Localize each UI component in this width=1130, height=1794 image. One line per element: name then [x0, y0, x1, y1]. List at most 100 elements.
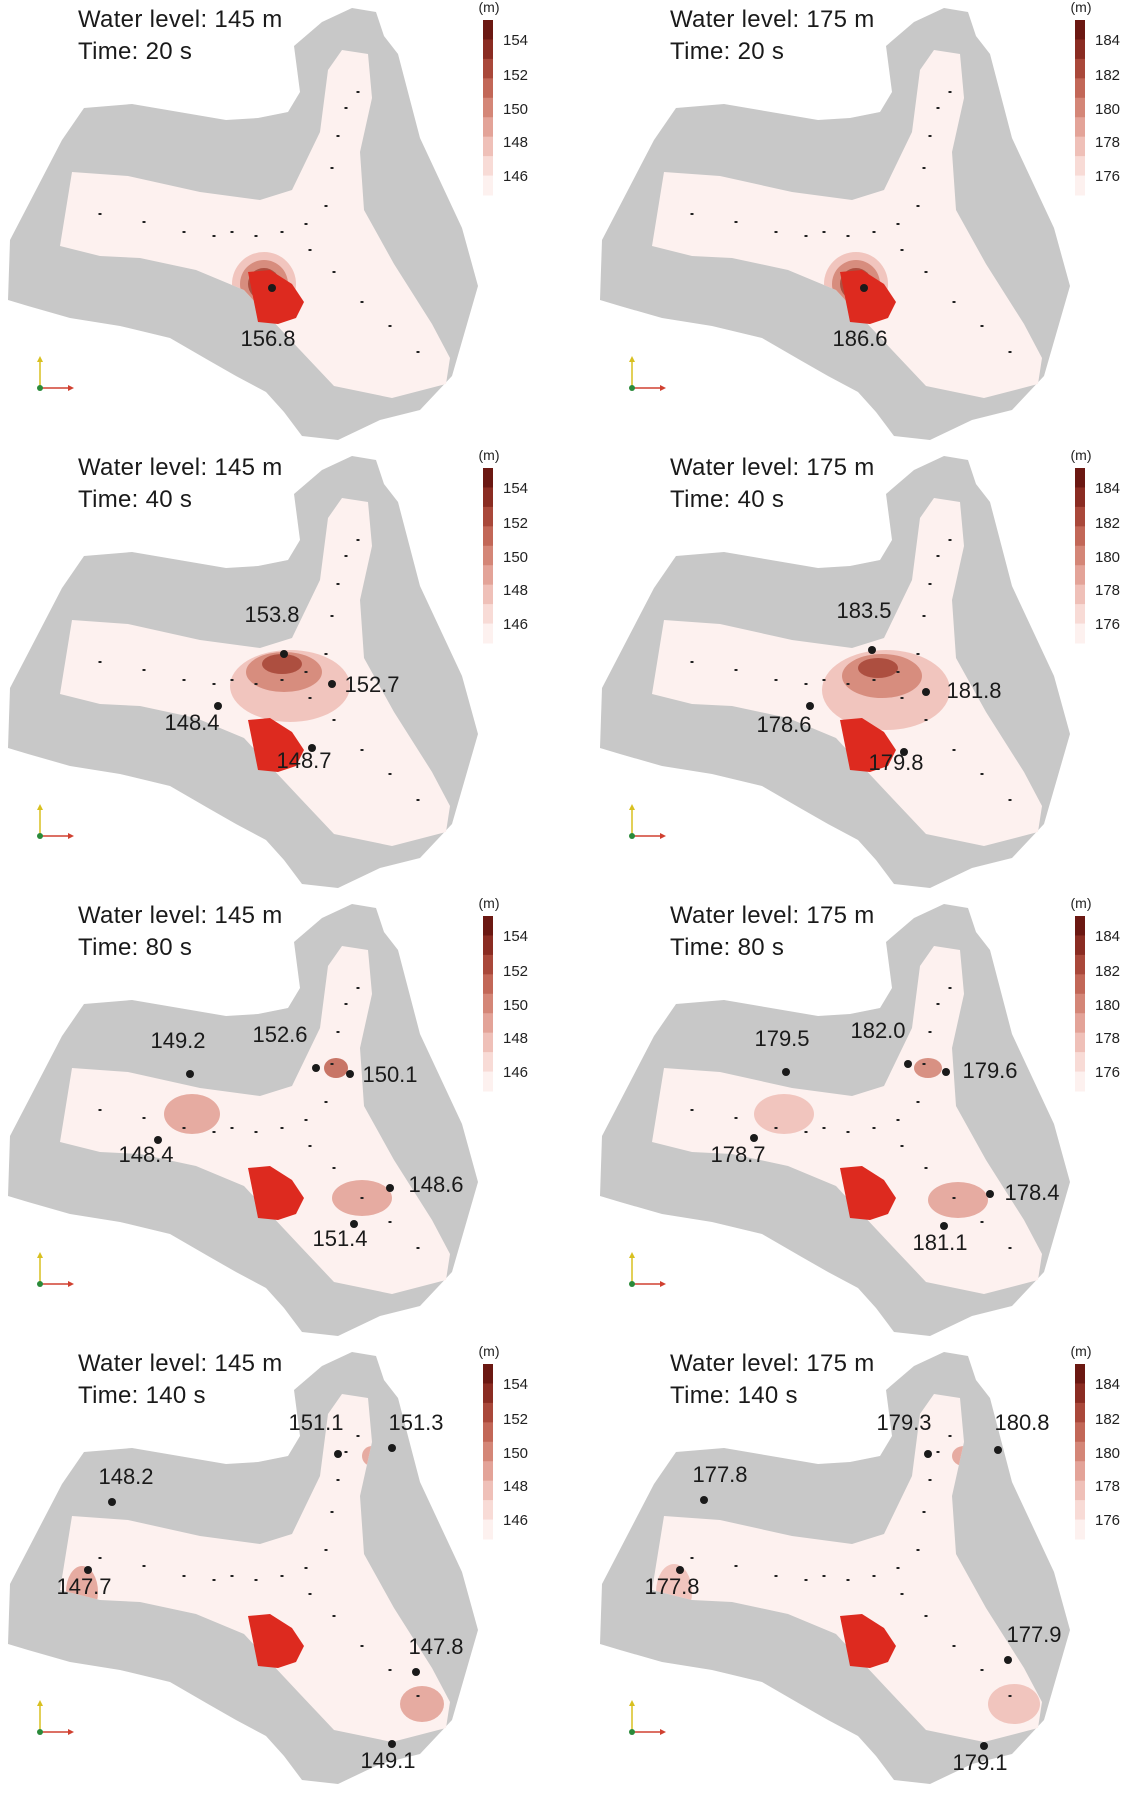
cross-section-mark [388, 773, 392, 775]
colorbar-unit: (m) [1071, 1344, 1092, 1359]
cross-section-mark [896, 1567, 900, 1569]
gauge-point-marker [676, 1566, 684, 1574]
cross-section-mark [142, 1565, 146, 1567]
cross-section-mark [388, 1669, 392, 1671]
water-height-contour [262, 654, 302, 674]
gauge-height-label: 181.8 [946, 678, 1001, 703]
colorbar-segment [483, 1071, 493, 1092]
gauge-height-label: 151.3 [388, 1410, 443, 1435]
colorbar-tick-label: 154 [503, 928, 528, 945]
cross-section-mark [936, 107, 940, 109]
gauge-point-marker [186, 1070, 194, 1078]
colorbar-segment [1075, 20, 1085, 40]
gauge-point-marker [782, 1068, 790, 1076]
colorbar-segment [483, 78, 493, 99]
colorbar-segment [483, 1364, 493, 1384]
cross-section-mark [330, 167, 334, 169]
colorbar-tick-label: 178 [1095, 1030, 1120, 1047]
cross-section-mark [948, 987, 952, 989]
cross-section-mark [254, 1131, 258, 1133]
water-level-label: Water level: 175 m [670, 6, 875, 33]
colorbar-segment [1075, 916, 1085, 936]
colorbar-segment [1075, 526, 1085, 547]
cross-section-mark [344, 555, 348, 557]
gauge-point-marker [994, 1446, 1002, 1454]
cross-section-mark [690, 1557, 694, 1559]
colorbar-tick-label: 178 [1095, 1478, 1120, 1495]
time-label: Time: 40 s [78, 486, 193, 513]
gauge-height-label: 179.6 [962, 1058, 1017, 1083]
cross-section-mark [690, 1109, 694, 1111]
colorbar-segment [1075, 1052, 1085, 1073]
gauge-point-marker [350, 1220, 358, 1228]
gauge-height-label: 148.4 [164, 710, 219, 735]
cross-section-mark [948, 91, 952, 93]
colorbar-tick-label: 176 [1095, 1064, 1120, 1081]
water-height-contour [324, 1058, 348, 1078]
map-panel: 156.8 (m) 154 152 150 148 146 Water level: 145 … [0, 0, 565, 448]
colorbar-segment [483, 97, 493, 118]
cross-section-mark [344, 1451, 348, 1453]
colorbar-segment [1075, 993, 1085, 1014]
water-height-contour [988, 1684, 1040, 1724]
gauge-point-marker [904, 1060, 912, 1068]
colorbar-tick-label: 148 [503, 582, 528, 599]
time-label: Time: 80 s [670, 934, 785, 961]
map-panel: 182.0 179.6 179.5 178.7 178.4 181.1 (m) 184 182 1… [592, 896, 1130, 1344]
cross-section-mark [416, 799, 420, 801]
water-level-label: Water level: 175 m [670, 454, 875, 481]
gauge-height-label: 178.4 [1004, 1180, 1059, 1205]
landslide-body [840, 1166, 896, 1220]
cross-section-mark [916, 1101, 920, 1103]
colorbar-segment [1075, 1032, 1085, 1053]
cross-section-mark [922, 1063, 926, 1065]
colorbar-tick-label: 154 [503, 480, 528, 497]
gauge-height-label: 149.2 [150, 1028, 205, 1053]
cross-section-mark [896, 1119, 900, 1121]
cross-section-mark [416, 351, 420, 353]
gauge-point-marker [700, 1496, 708, 1504]
cross-section-mark [332, 1167, 336, 1169]
time-label: Time: 140 s [78, 1382, 206, 1409]
cross-section-mark [360, 749, 364, 751]
colorbar-segment [483, 935, 493, 956]
colorbar-segment [483, 1500, 493, 1521]
cross-section-mark [900, 1145, 904, 1147]
gauge-height-label: 177.8 [644, 1574, 699, 1599]
inundation-map-svg: 153.8 152.7 148.4 148.7 (m) 154 152 150 148 146 [8, 448, 528, 888]
gauge-point-marker [860, 284, 868, 292]
gauge-point-marker [806, 702, 814, 710]
cross-section-mark [344, 107, 348, 109]
cross-section-mark [336, 135, 340, 137]
colorbar-segment [1075, 78, 1085, 99]
colorbar-tick-label: 146 [503, 1512, 528, 1529]
water-level-label: Water level: 145 m [78, 6, 283, 33]
gauge-height-label: 148.2 [98, 1464, 153, 1489]
cross-section-mark [804, 1579, 808, 1581]
cross-section-mark [230, 679, 234, 681]
colorbar-tick-label: 182 [1095, 963, 1120, 980]
landslide-body [840, 1614, 896, 1668]
cross-section-mark [916, 1549, 920, 1551]
cross-section-mark [690, 661, 694, 663]
gauge-point-marker [388, 1444, 396, 1452]
colorbar-segment [483, 506, 493, 527]
cross-section-mark [212, 683, 216, 685]
gauge-height-label: 182.0 [850, 1018, 905, 1043]
cross-section-mark [280, 1575, 284, 1577]
inundation-map-svg: 151.1 151.3 148.2 147.7 147.8 149.1 (m) 154 152 1… [8, 1344, 528, 1784]
reservoir-water [652, 50, 1042, 398]
colorbar-unit: (m) [479, 1344, 500, 1359]
colorbar-tick-label: 152 [503, 515, 528, 532]
colorbar-segment [483, 954, 493, 975]
inundation-map-svg: 182.0 179.6 179.5 178.7 178.4 181.1 (m) 184 182 1… [600, 896, 1120, 1336]
colorbar-segment [483, 1461, 493, 1482]
cross-section-mark [928, 1479, 932, 1481]
colorbar-unit: (m) [1071, 0, 1092, 15]
gauge-point-marker [750, 1134, 758, 1142]
cross-section-mark [304, 223, 308, 225]
cross-section-mark [928, 135, 932, 137]
cross-section-mark [980, 325, 984, 327]
colorbar-segment [1075, 506, 1085, 527]
